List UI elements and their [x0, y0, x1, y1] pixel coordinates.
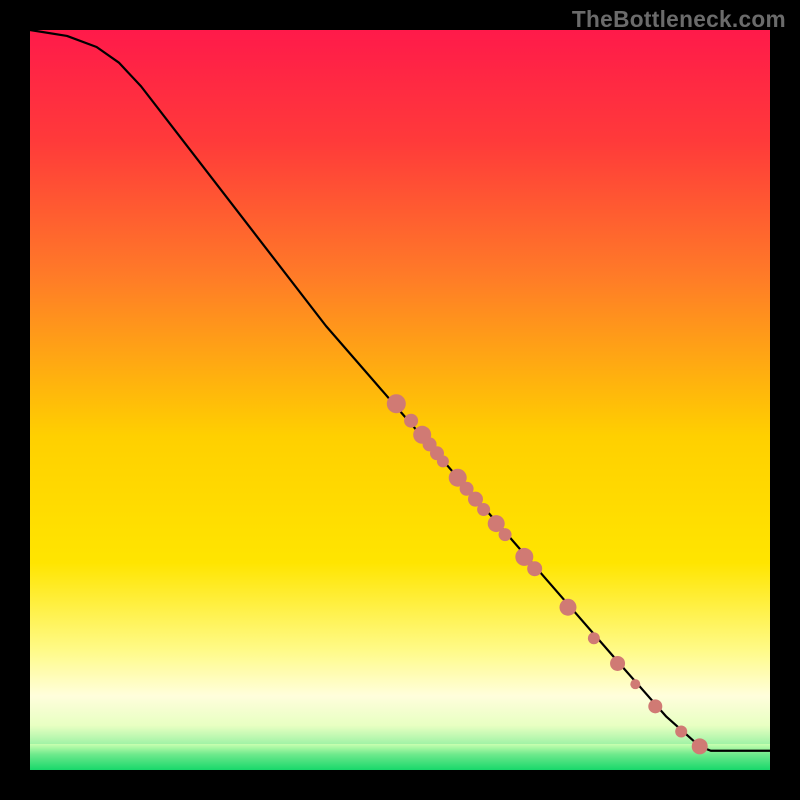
- watermark-text: TheBottleneck.com: [572, 6, 786, 33]
- plot-background-gradient: [30, 30, 770, 770]
- chart-stage: TheBottleneck.com: [0, 0, 800, 800]
- green-bottom-strip: [30, 744, 770, 770]
